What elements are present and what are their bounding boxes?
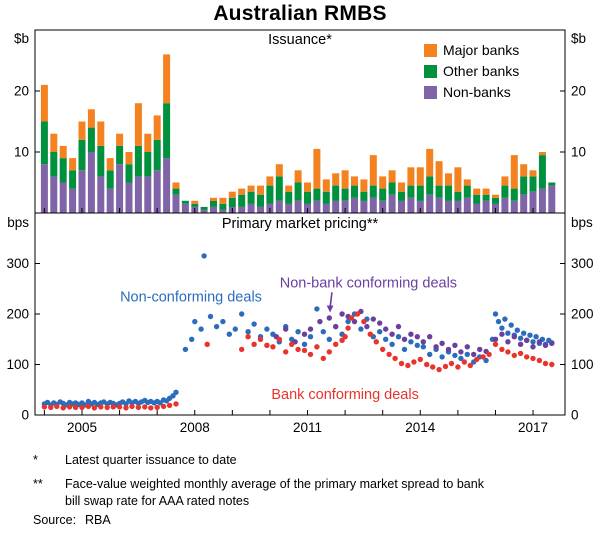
legend-item-major-banks: Major banks bbox=[424, 42, 519, 58]
source-value: RBA bbox=[85, 513, 111, 527]
svg-text:100: 100 bbox=[571, 357, 594, 372]
footnotes: * Latest quarter issuance to date ** Fac… bbox=[33, 452, 573, 517]
svg-text:Non-conforming deals: Non-conforming deals bbox=[120, 289, 262, 305]
svg-text:2008: 2008 bbox=[180, 420, 210, 435]
legend: Major banks Other banks Non-banks bbox=[424, 42, 519, 105]
legend-item-other-banks: Other banks bbox=[424, 63, 519, 79]
panel-title-issuance: Issuance* bbox=[268, 32, 332, 48]
panel-title-pricing: Primary market pricing** bbox=[221, 216, 379, 232]
svg-text:300: 300 bbox=[6, 256, 29, 271]
svg-text:2005: 2005 bbox=[67, 420, 97, 435]
svg-text:200: 200 bbox=[6, 307, 29, 322]
other-banks-swatch-icon bbox=[424, 64, 437, 78]
source-label: Source: bbox=[33, 513, 77, 527]
svg-text:20: 20 bbox=[571, 84, 586, 99]
chart-title: Australian RMBS bbox=[213, 2, 387, 25]
svg-text:2011: 2011 bbox=[293, 420, 322, 435]
y-axis-unit-top-left: $b bbox=[13, 31, 29, 46]
y-axis-unit-bottom-left: bps bbox=[7, 215, 29, 230]
legend-label: Major banks bbox=[443, 42, 520, 58]
legend-label: Other banks bbox=[443, 63, 520, 79]
svg-text:0: 0 bbox=[571, 408, 579, 423]
svg-text:2017: 2017 bbox=[518, 420, 548, 435]
svg-text:2014: 2014 bbox=[405, 420, 436, 435]
y-axis-unit-top-right: $b bbox=[571, 31, 587, 46]
legend-item-non-banks: Non-banks bbox=[424, 84, 519, 100]
svg-text:10: 10 bbox=[14, 145, 29, 160]
svg-text:200: 200 bbox=[571, 307, 594, 322]
svg-text:Non-bank conforming deals: Non-bank conforming deals bbox=[280, 276, 457, 292]
footnote-marker: ** bbox=[33, 476, 43, 491]
y-axis-unit-bottom-right: bps bbox=[571, 215, 593, 230]
footnote-marker: * bbox=[33, 453, 38, 467]
footnote-text: Face-value weighted monthly average of t… bbox=[65, 476, 484, 508]
source-line: Source: RBA bbox=[33, 513, 111, 527]
svg-text:100: 100 bbox=[6, 357, 29, 372]
major-banks-swatch-icon bbox=[424, 43, 437, 57]
svg-text:300: 300 bbox=[571, 256, 594, 271]
svg-text:Bank conforming deals: Bank conforming deals bbox=[271, 387, 419, 403]
non-banks-swatch-icon bbox=[424, 85, 437, 99]
svg-text:10: 10 bbox=[571, 145, 586, 160]
svg-text:0: 0 bbox=[21, 408, 29, 423]
footnote-issuance: * Latest quarter issuance to date bbox=[33, 452, 573, 469]
svg-text:20: 20 bbox=[14, 84, 29, 99]
legend-label: Non-banks bbox=[443, 84, 511, 100]
footnote-pricing: ** Face-value weighted monthly average o… bbox=[33, 476, 573, 510]
footnote-text: Latest quarter issuance to date bbox=[65, 453, 237, 467]
